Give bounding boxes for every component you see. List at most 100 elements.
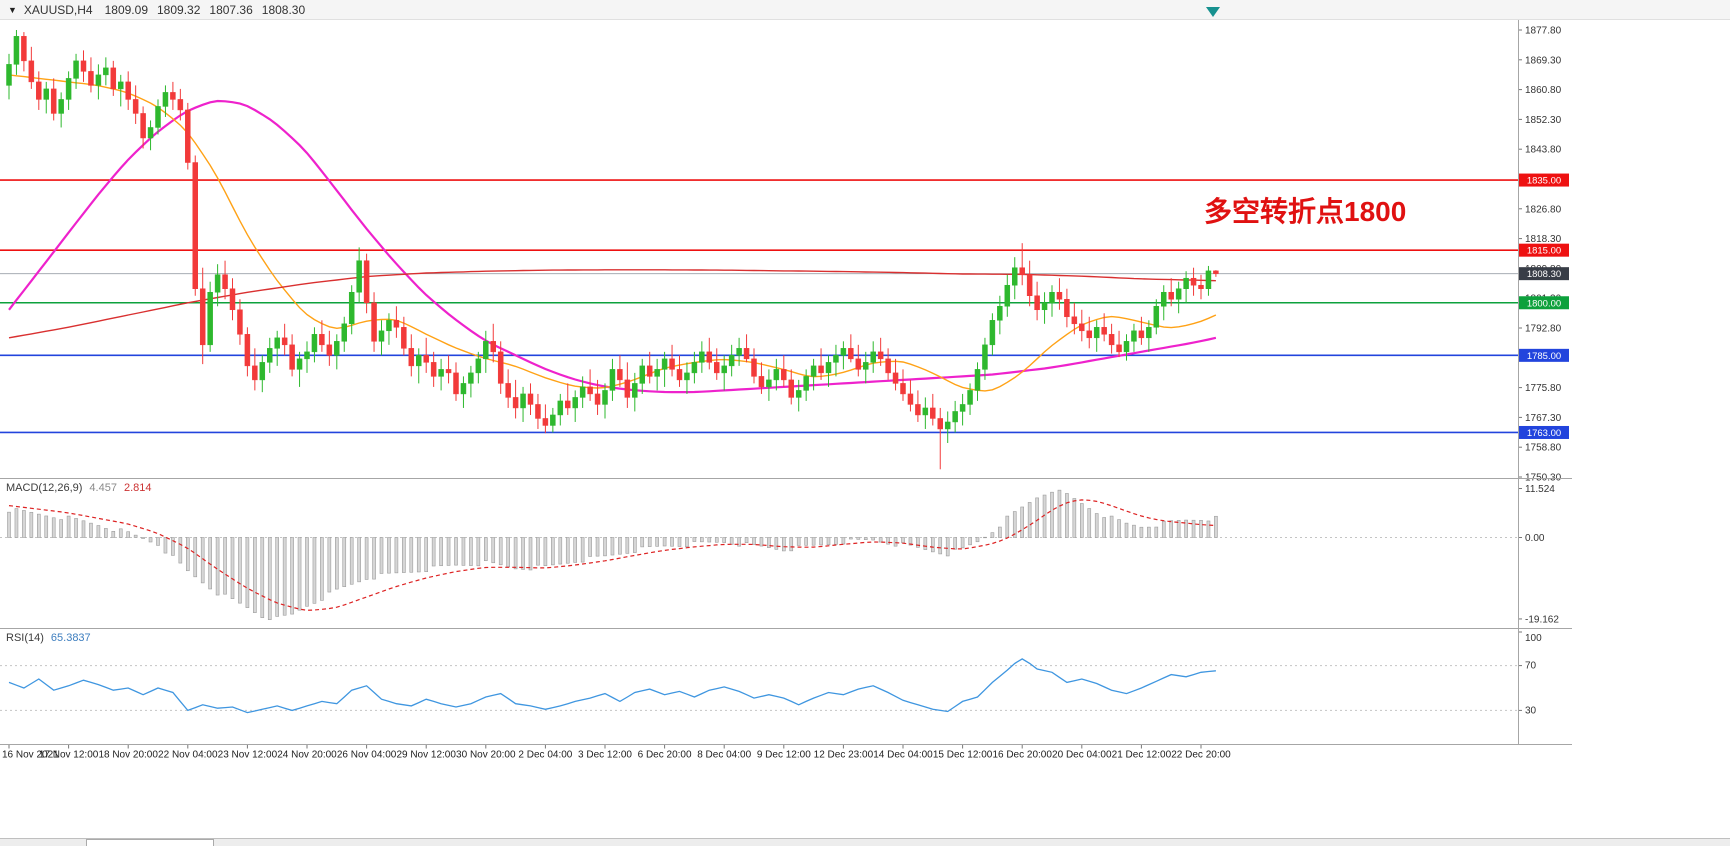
macd-histogram-bar xyxy=(878,537,883,543)
pane-frame xyxy=(0,20,1572,745)
candle-body xyxy=(1116,344,1122,353)
macd-histogram-bar xyxy=(1005,515,1010,538)
macd-histogram-bar xyxy=(744,537,749,543)
candle-body xyxy=(1056,291,1063,300)
price-tick-label: 1877.80 xyxy=(1525,26,1562,37)
candle-body xyxy=(959,404,966,412)
candle-body xyxy=(304,351,310,360)
macd-histogram-bar xyxy=(767,537,771,548)
macd-histogram-bar xyxy=(916,537,920,548)
candle-body xyxy=(341,323,347,342)
price-tick-label: 1826.80 xyxy=(1525,204,1562,215)
macd-histogram-bar xyxy=(588,537,592,557)
candle-body xyxy=(1034,295,1040,311)
macd-histogram-bar xyxy=(424,537,429,572)
chart-tab[interactable] xyxy=(86,839,214,846)
candle-body xyxy=(1019,267,1025,275)
rsi-pane[interactable]: 100 70 30 xyxy=(0,631,1542,716)
candle-body xyxy=(319,334,325,346)
macd-histogram-bar xyxy=(178,537,183,564)
price-tick-label: 1843.80 xyxy=(1525,145,1562,156)
candle-body xyxy=(274,337,280,349)
candle-body xyxy=(691,362,698,374)
macd-histogram-bar xyxy=(796,537,801,546)
macd-histogram-bar xyxy=(305,537,309,607)
collapse-chart-icon[interactable]: ▼ xyxy=(8,4,17,15)
macd-histogram-bar xyxy=(409,537,414,573)
candles-layer xyxy=(6,30,1219,470)
chart-shift-marker-icon[interactable] xyxy=(1206,7,1220,17)
rsi-value: 65.3837 xyxy=(50,632,91,644)
candle-body xyxy=(1108,334,1115,346)
quote-low: 1807.36 xyxy=(209,2,253,17)
time-axis-label: 8 Dec 04:00 xyxy=(697,750,751,761)
rsi-axis-label: 100 xyxy=(1525,633,1542,644)
candle-body xyxy=(1168,291,1174,300)
macd-histogram-bar xyxy=(863,537,868,541)
price-tick-label: 1792.80 xyxy=(1525,324,1562,335)
time-axis-label: 2 Dec 04:00 xyxy=(518,750,572,761)
candle-body xyxy=(1183,277,1189,289)
candle-body xyxy=(714,362,720,374)
candle-body xyxy=(177,99,184,111)
macd-histogram-bar xyxy=(610,537,615,556)
macd-histogram-bar xyxy=(998,526,1002,538)
candle-body xyxy=(28,60,35,83)
time-axis-label: 12 Dec 23:00 xyxy=(814,750,874,761)
macd-histogram-bar xyxy=(334,537,339,590)
candle-body xyxy=(281,337,288,346)
macd-signal-line xyxy=(8,499,1216,611)
price-annotation-text: 多空转折点1800 xyxy=(1204,196,1407,227)
macd-histogram-bar xyxy=(141,537,145,539)
macd-histogram-bar xyxy=(483,537,488,562)
macd-histogram-bar xyxy=(260,537,265,618)
macd-histogram-bar xyxy=(603,537,607,557)
macd-histogram-bar xyxy=(789,537,794,552)
macd-histogram-bar xyxy=(834,537,838,545)
macd-histogram-bar xyxy=(111,530,116,538)
macd-histogram-bar xyxy=(729,537,734,545)
candle-body xyxy=(609,369,616,391)
candle-body xyxy=(527,393,534,405)
candle-body xyxy=(952,411,958,423)
candle-body xyxy=(639,365,645,384)
macd-histogram-bar xyxy=(66,515,71,538)
macd-histogram-bar xyxy=(1206,520,1211,538)
candle-body xyxy=(125,81,131,100)
macd-histogram-bar xyxy=(513,537,518,570)
candle-body xyxy=(1131,330,1137,342)
macd-histogram-bar xyxy=(580,537,585,563)
candle-body xyxy=(699,351,705,363)
candle-body xyxy=(445,369,452,374)
macd-histogram-bar xyxy=(662,537,667,547)
candle-body xyxy=(475,358,482,374)
macd-histogram-bar xyxy=(618,537,622,555)
macd-histogram-bar xyxy=(156,537,160,546)
macd-histogram-bar xyxy=(312,537,317,604)
macd-histogram-bar xyxy=(536,537,540,566)
macd-pane[interactable]: 11.524 0.00 -19.162 xyxy=(0,484,1559,625)
candle-body xyxy=(833,355,839,363)
macd-histogram-bar xyxy=(1080,503,1084,538)
axis-price-badge xyxy=(1519,296,1569,310)
candle-body xyxy=(1190,277,1197,286)
macd-histogram-bar xyxy=(1035,497,1039,538)
chart-tabs-strip xyxy=(0,838,1730,846)
candle-body xyxy=(155,106,161,128)
price-scale[interactable]: 1877.80 1869.30 1860.80 1852.30 1843.80 1835.… xyxy=(1518,26,1569,484)
macd-axis-label: 11.524 xyxy=(1525,484,1555,495)
candle-body xyxy=(483,341,489,360)
candle-body xyxy=(453,372,459,395)
macd-histogram-bar xyxy=(320,537,324,601)
axis-price-badge-label: 1763.00 xyxy=(1527,428,1561,439)
macd-histogram-bar xyxy=(14,508,19,538)
candle-body xyxy=(572,397,578,409)
candle-body xyxy=(1101,327,1107,335)
candle-body xyxy=(743,348,750,360)
macd-histogram-bar xyxy=(44,515,49,538)
candle-body xyxy=(944,421,951,430)
macd-histogram-bar xyxy=(573,537,578,563)
price-tick-label: 1775.80 xyxy=(1525,383,1562,394)
